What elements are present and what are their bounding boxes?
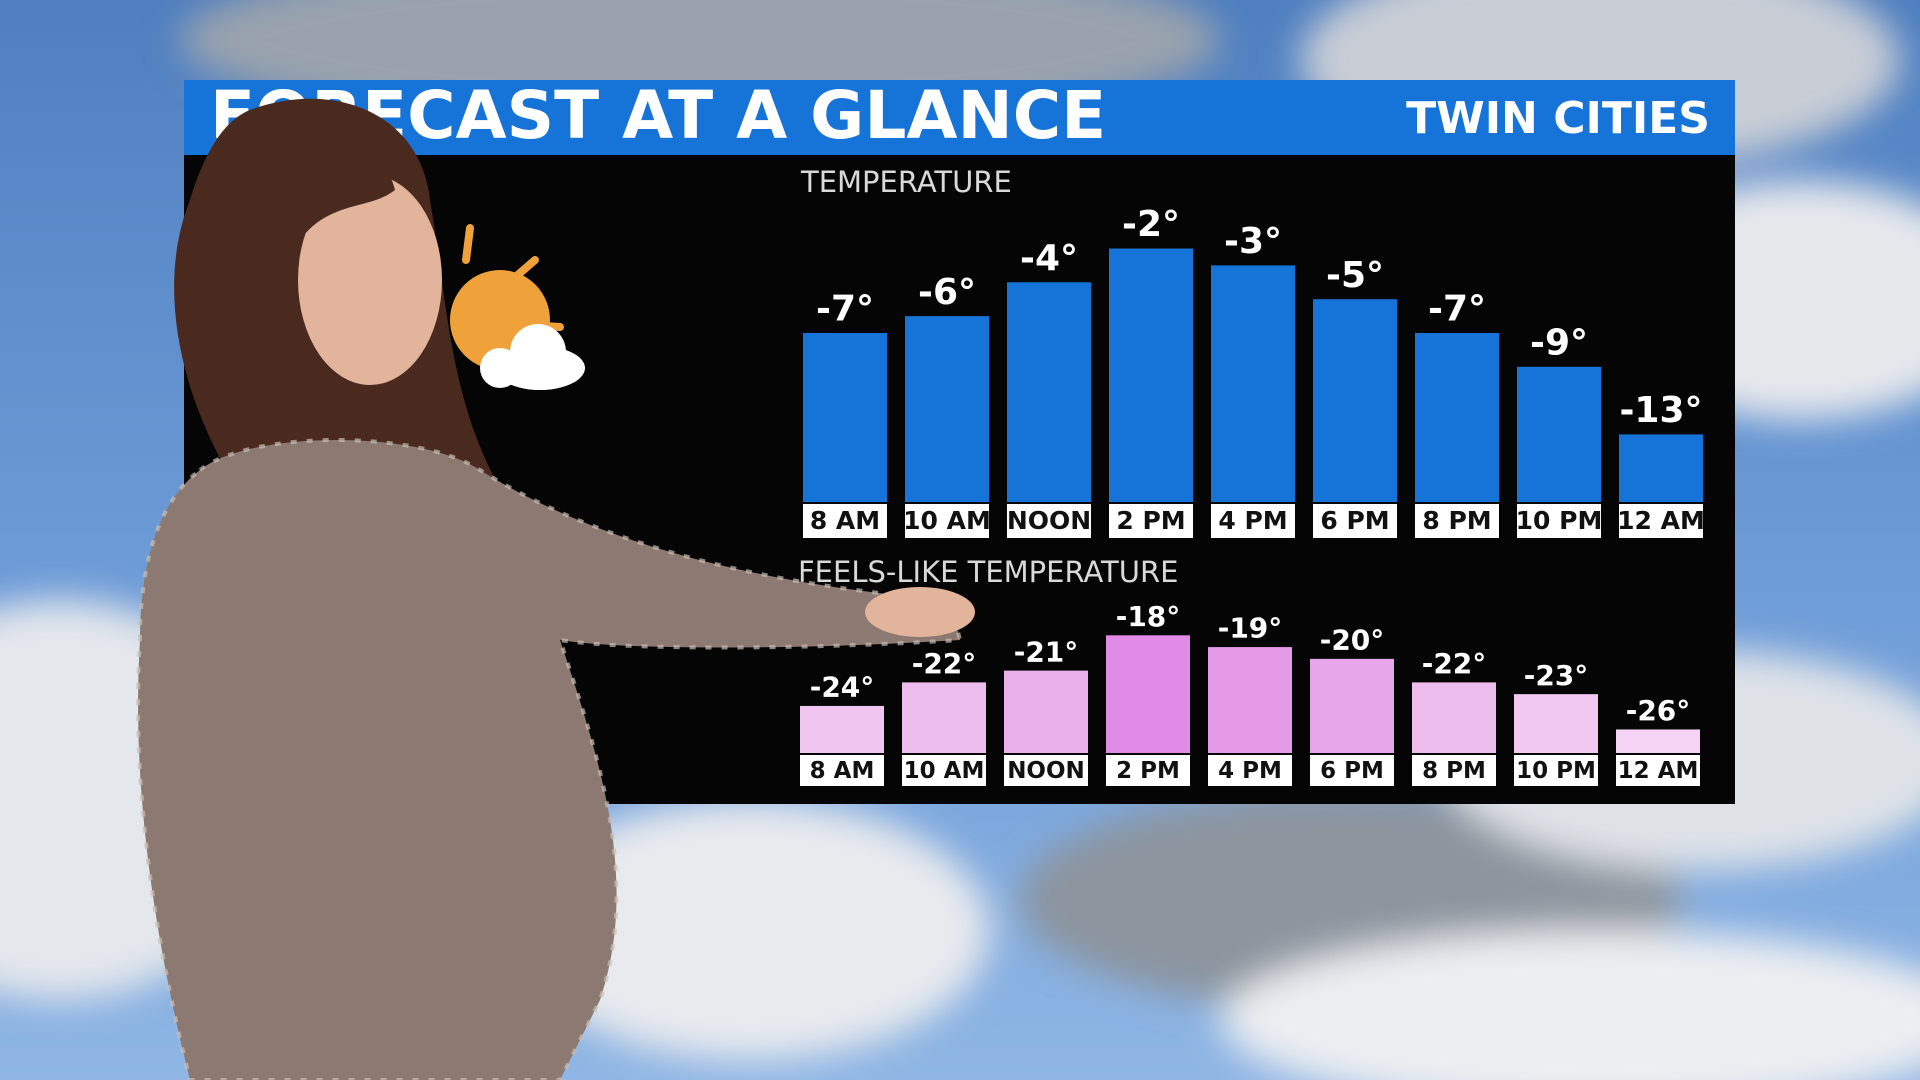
presenter xyxy=(136,98,975,1080)
category-box xyxy=(1106,755,1190,786)
bar xyxy=(1109,248,1193,502)
category-box xyxy=(1415,504,1499,538)
value-label: -20° xyxy=(1320,623,1385,656)
bar xyxy=(803,333,887,502)
value-label: -21° xyxy=(1014,635,1079,668)
value-label: -6° xyxy=(918,272,976,313)
header-band xyxy=(184,80,1735,155)
category-label: 10 PM xyxy=(1516,758,1596,784)
category-label: 2 PM xyxy=(1116,506,1185,535)
value-label: -5° xyxy=(1326,255,1384,296)
value-label: -13° xyxy=(1619,390,1702,431)
bar xyxy=(1616,729,1700,753)
category-box xyxy=(1313,504,1397,538)
category-label: 10 PM xyxy=(1516,506,1603,535)
bar xyxy=(1313,299,1397,502)
value-label: -23° xyxy=(1524,659,1589,692)
chart-title: TEMPERATURE xyxy=(800,165,1012,199)
value-label: -19° xyxy=(1218,612,1283,645)
category-box xyxy=(1109,504,1193,538)
category-label: 8 PM xyxy=(1422,506,1491,535)
category-box xyxy=(1211,504,1295,538)
category-box xyxy=(1514,755,1598,786)
category-label: 6 PM xyxy=(1320,506,1389,535)
bar xyxy=(1007,282,1091,502)
bar xyxy=(1412,682,1496,753)
header-location: TWIN CITIES xyxy=(1406,93,1710,144)
value-label: -24° xyxy=(810,671,875,704)
bar xyxy=(1517,366,1601,502)
category-box xyxy=(803,504,887,538)
category-box xyxy=(1004,755,1088,786)
category-box xyxy=(1007,504,1091,538)
bar xyxy=(1004,670,1088,753)
category-box xyxy=(902,755,986,786)
category-label: 6 PM xyxy=(1320,758,1384,784)
bar xyxy=(1514,694,1598,753)
weather-icon xyxy=(450,224,585,390)
bar xyxy=(1619,434,1703,502)
value-label: -7° xyxy=(816,289,874,330)
bar xyxy=(902,682,986,753)
category-box xyxy=(1616,755,1700,786)
value-label: -3° xyxy=(1224,221,1282,262)
category-box xyxy=(1208,755,1292,786)
category-label: 10 AM xyxy=(903,506,991,535)
value-label: -4° xyxy=(1020,238,1078,279)
value-label: -9° xyxy=(1530,322,1588,363)
category-label: 8 AM xyxy=(810,758,875,784)
category-label: 2 PM xyxy=(1116,758,1180,784)
bar xyxy=(1310,658,1394,753)
bar xyxy=(1208,647,1292,753)
value-label: -7° xyxy=(1428,289,1486,330)
category-label: 12 AM xyxy=(1617,506,1705,535)
category-label: 4 PM xyxy=(1218,506,1287,535)
value-label: -18° xyxy=(1116,600,1181,633)
category-box xyxy=(905,504,989,538)
value-label: -22° xyxy=(912,647,977,680)
bar xyxy=(905,316,989,502)
category-box xyxy=(1310,755,1394,786)
chart-title: FEELS-LIKE TEMPERATURE xyxy=(798,555,1178,589)
charts: TEMPERATURE -7° 8 AM -6° 10 AM -4° NOON -2° 2 PM… xyxy=(798,165,1705,786)
category-box xyxy=(1412,755,1496,786)
value-label: -2° xyxy=(1122,204,1180,245)
category-label: 8 AM xyxy=(810,506,880,535)
category-label: 12 AM xyxy=(1618,758,1699,784)
category-box xyxy=(1517,504,1601,538)
value-label: -22° xyxy=(1422,647,1487,680)
bar xyxy=(1106,635,1190,753)
category-label: NOON xyxy=(1007,506,1091,535)
category-label: 8 PM xyxy=(1422,758,1486,784)
bar xyxy=(800,705,884,753)
bar xyxy=(1211,265,1295,502)
value-label: -26° xyxy=(1626,694,1691,727)
category-box xyxy=(1619,504,1703,538)
bar xyxy=(1415,333,1499,502)
category-label: 10 AM xyxy=(904,758,985,784)
category-label: NOON xyxy=(1007,758,1085,784)
category-box xyxy=(800,755,884,786)
category-label: 4 PM xyxy=(1218,758,1282,784)
